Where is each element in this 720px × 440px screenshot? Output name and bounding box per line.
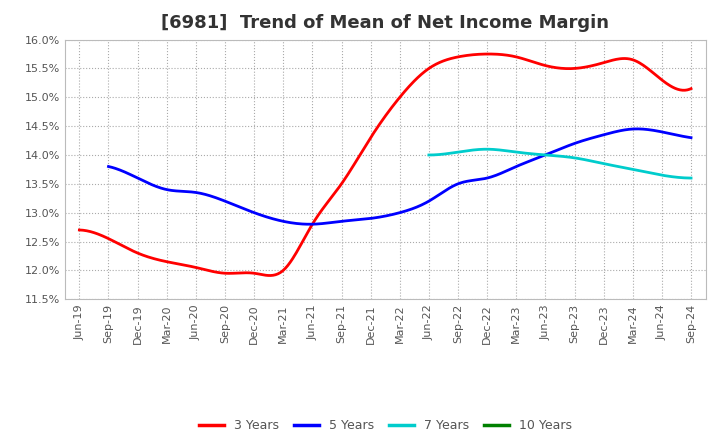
3 Years: [675, 87, 683, 92]
5 Years: [687, 135, 696, 140]
7 Years: [687, 176, 696, 181]
7 Years: [549, 153, 558, 158]
7 Years: [681, 175, 690, 180]
7 Years: [552, 153, 560, 158]
3 Years: [371, 128, 379, 134]
5 Years: [675, 133, 684, 138]
5 Years: [385, 213, 394, 218]
7 Years: [567, 155, 575, 160]
7 Years: [482, 147, 491, 152]
5 Years: [382, 213, 391, 219]
Title: [6981]  Trend of Mean of Net Income Margin: [6981] Trend of Mean of Net Income Margi…: [161, 15, 609, 33]
3 Years: [366, 134, 375, 139]
3 Years: [75, 227, 84, 233]
7 Years: [425, 152, 433, 158]
5 Years: [452, 182, 461, 187]
5 Years: [305, 222, 314, 227]
Line: 7 Years: 7 Years: [429, 149, 691, 178]
3 Years: [265, 273, 274, 278]
5 Years: [420, 201, 429, 206]
3 Years: [485, 51, 493, 57]
3 Years: [408, 81, 416, 86]
5 Years: [104, 164, 113, 169]
5 Years: [582, 137, 591, 142]
Line: 3 Years: 3 Years: [79, 54, 691, 275]
3 Years: [441, 58, 449, 63]
Line: 5 Years: 5 Years: [109, 129, 691, 224]
Legend: 3 Years, 5 Years, 7 Years, 10 Years: 3 Years, 5 Years, 7 Years, 10 Years: [194, 414, 577, 437]
3 Years: [687, 86, 696, 91]
3 Years: [579, 65, 588, 70]
5 Years: [633, 126, 642, 132]
7 Years: [640, 169, 649, 174]
7 Years: [581, 157, 590, 162]
